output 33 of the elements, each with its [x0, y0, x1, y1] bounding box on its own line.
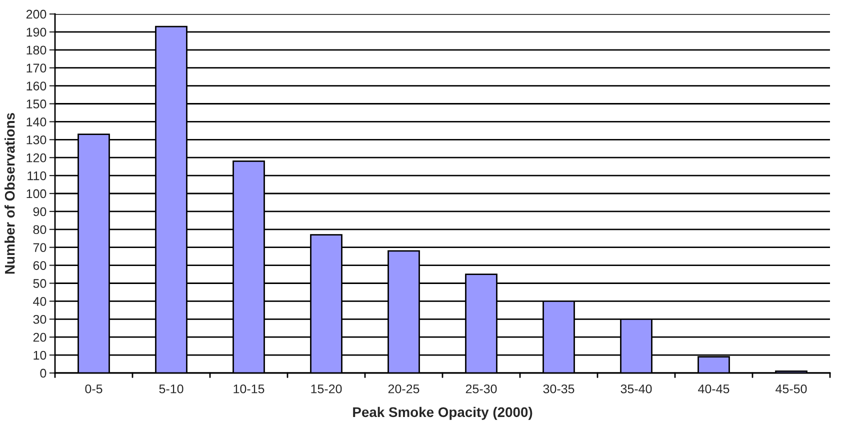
y-tick-label: 140	[26, 118, 46, 126]
y-tick-label: 40	[33, 297, 46, 306]
y-tick-label: 150	[26, 100, 46, 108]
y-tick-label: 10	[34, 350, 46, 360]
x-tick-label: 20-25	[388, 384, 420, 394]
y-tick-label: 0	[40, 368, 46, 378]
x-tick-label: 0-5	[85, 384, 102, 394]
x-tick-label: 15-20	[311, 384, 342, 394]
y-tick-label: 110	[28, 171, 46, 180]
x-tick-label: 35-40	[620, 384, 652, 394]
y-tick-label: 90	[33, 207, 46, 216]
y-tick-label: 130	[26, 135, 46, 144]
y-tick-label: 180	[26, 46, 46, 55]
x-tick-label: 30-35	[543, 384, 574, 394]
x-tick-label: 25-30	[466, 384, 497, 394]
y-tick-label: 170	[26, 64, 46, 72]
x-tick-label: 10-15	[234, 384, 264, 394]
y-tick-label: 160	[26, 82, 46, 90]
y-tick-label: 80	[33, 225, 46, 234]
y-tick-label: 20	[33, 332, 46, 342]
y-tick-label: 30	[33, 314, 46, 324]
y-tick-label: 50	[33, 279, 46, 288]
y-tick-label: 120	[26, 153, 46, 162]
x-axis-title: Peak Smoke Opacity (2000)	[353, 406, 532, 420]
y-tick-label: 200	[26, 10, 46, 19]
y-tick-label: 100	[26, 189, 46, 198]
y-tick-label: 70	[33, 243, 46, 252]
y-tick-label: 60	[33, 261, 46, 270]
y-axis-title: Number of Observations	[4, 113, 15, 274]
x-tick-label: 45-50	[776, 384, 807, 394]
x-tick-label: 40-45	[698, 384, 730, 394]
x-tick-label: 5-10	[159, 384, 184, 394]
y-tick-label: 190	[26, 28, 46, 37]
